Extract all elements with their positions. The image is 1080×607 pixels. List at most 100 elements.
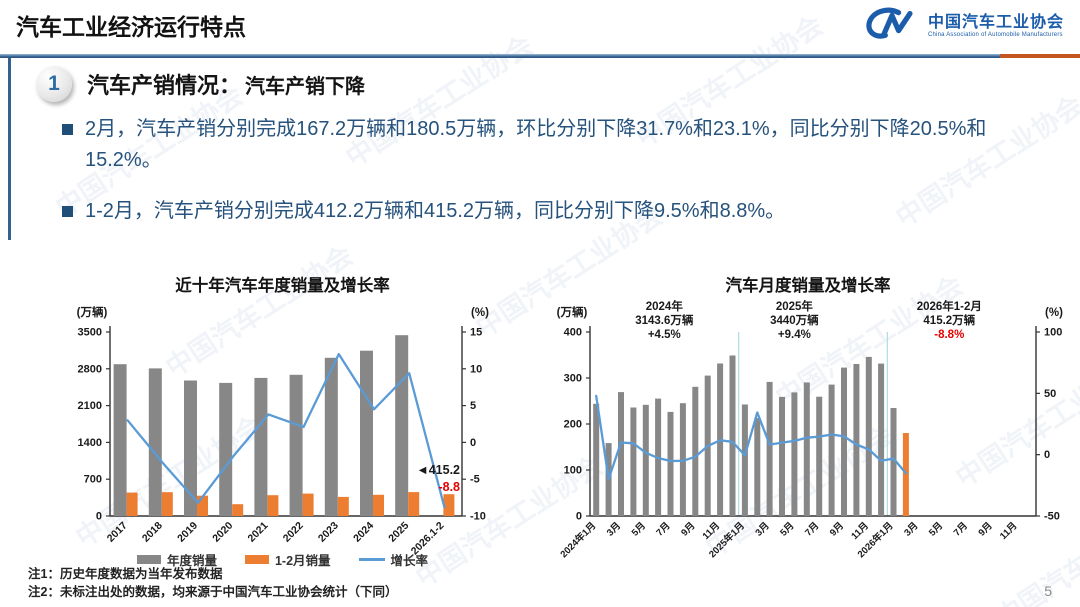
svg-text:100: 100 (1044, 327, 1062, 339)
bullet-item: 2月，汽车产销分别完成167.2万辆和180.5万辆，环比分别下降31.7%和2… (62, 114, 1002, 176)
axes (589, 326, 1037, 517)
svg-text:5月: 5月 (630, 520, 648, 538)
header-divider (0, 54, 1080, 58)
legend-item: 1-2月销量 (244, 550, 331, 569)
logo-text-cn: 中国汽车工业协会 (927, 14, 1064, 32)
svg-text:5月: 5月 (927, 520, 945, 538)
svg-text:11月: 11月 (998, 520, 1020, 542)
legend-swatch-bar (136, 555, 161, 564)
svg-text:2100: 2100 (78, 400, 102, 412)
period-annotation: 2025年 3440万辆+9.4% (770, 299, 819, 341)
bullet-item: 1-2月，汽车产销分别完成412.2万辆和415.2万辆，同比分别下降9.5%和… (62, 196, 1002, 227)
canvas-monthly-svg: 0 100 200 300 400 -50 0 50 100 (万辆) (%) 2024年1月 3月 5月… (557, 299, 1063, 561)
growth-line (595, 394, 908, 481)
bars-年度销量 (113, 335, 409, 516)
monthly-chart-canvas: 0 100 200 300 400 -50 0 50 100 (万辆) (%) 2024年1月 3月 5月… (542, 298, 1074, 566)
legend-label: 增长率 (390, 554, 429, 568)
footnote-1: 注1：历史年度数据为当年发布数据 (28, 566, 223, 581)
svg-text:9月: 9月 (828, 520, 846, 538)
svg-text:200: 200 (564, 419, 582, 431)
svg-text:3月: 3月 (902, 520, 920, 538)
divider-orange-segment (1000, 54, 1080, 58)
svg-text:5月: 5月 (778, 520, 796, 538)
growth-line (126, 352, 446, 509)
svg-text:11月: 11月 (701, 520, 723, 542)
divider-blue-segment (0, 54, 1000, 58)
period-annotation: 2024年 3143.6万辆+4.5% (635, 299, 694, 341)
svg-text:-50: -50 (1044, 511, 1060, 523)
svg-text:100: 100 (564, 465, 582, 477)
svg-text:5: 5 (470, 400, 476, 412)
legend-item: 年度销量 (136, 550, 217, 569)
svg-text:700: 700 (84, 474, 102, 486)
svg-text:9月: 9月 (679, 520, 697, 538)
svg-text:0: 0 (576, 511, 582, 523)
bullet-text: 2月，汽车产销分别完成167.2万辆和180.5万辆，环比分别下降31.7%和2… (85, 118, 987, 171)
svg-text:1400: 1400 (78, 437, 102, 449)
page-number: 5 (1044, 583, 1052, 599)
end-annotation: -8.8 (438, 480, 460, 494)
section-number-badge: 1 (36, 66, 72, 102)
bullet-square-icon (62, 124, 73, 135)
svg-text:10: 10 (470, 363, 482, 375)
y2-axis-ticks: -10 -5 0 5 10 15 (462, 327, 486, 523)
annual-chart: 近十年汽车年度销量及增长率 0 700 1400 2100 2800 3500 -10 -5 0… (30, 272, 535, 569)
y-axis-ticks: 0 700 1400 2100 2800 3500 (78, 327, 110, 523)
svg-text:400: 400 (564, 327, 582, 339)
svg-text:-10: -10 (470, 511, 486, 523)
bullet-list: 2月，汽车产销分别完成167.2万辆和180.5万辆，环比分别下降31.7%和2… (62, 114, 1002, 227)
y2-axis-unit: (%) (1045, 307, 1063, 319)
legend-label: 1-2月销量 (274, 554, 331, 568)
svg-text:2018: 2018 (140, 520, 165, 545)
end-annotation: ◄415.2 (416, 463, 460, 477)
monthly-chart-title: 汽车月度销量及增长率 (725, 277, 891, 295)
svg-text:2019: 2019 (175, 520, 200, 545)
section-header: 1 汽车产销情况： 汽车产销下降 (36, 66, 365, 102)
annual-chart-title: 近十年汽车年度销量及增长率 (175, 277, 390, 295)
svg-text:2024: 2024 (351, 520, 376, 545)
caam-logo-icon (862, 6, 920, 47)
svg-text:3月: 3月 (753, 520, 771, 538)
svg-text:7月: 7月 (654, 520, 672, 538)
legend-item: 增长率 (358, 550, 429, 569)
svg-text:2025: 2025 (386, 520, 411, 545)
svg-text:0: 0 (1044, 449, 1050, 461)
svg-text:7月: 7月 (803, 520, 821, 538)
bullet-text: 1-2月，汽车产销分别完成412.2万辆和415.2万辆，同比分别下降9.5%和… (85, 200, 786, 222)
svg-text:2017: 2017 (105, 520, 130, 545)
svg-text:7月: 7月 (952, 520, 970, 538)
page-title: 汽车工业经济运行特点 (16, 14, 246, 40)
footnotes: 注1：历史年度数据为当年发布数据 注2：未标注出处的数据，均来源于中国汽车工业协… (28, 565, 397, 603)
annual-chart-legend: 年度销量 1-2月销量 增长率 (30, 550, 535, 569)
svg-text:2022: 2022 (281, 520, 306, 545)
svg-text:3月: 3月 (605, 520, 623, 538)
footnote-2: 注2：未标注出处的数据，均来源于中国汽车工业协会统计（下同） (28, 585, 398, 600)
svg-text:50: 50 (1044, 388, 1056, 400)
y2-axis-ticks: -50 0 50 100 (1036, 327, 1062, 523)
svg-text:300: 300 (564, 373, 582, 385)
y-axis-unit: (万辆) (557, 305, 588, 319)
annual-chart-canvas: 0 700 1400 2100 2800 3500 -10 -5 0 5 10 15 (万辆) (%) 20… (30, 298, 535, 566)
svg-text:2021: 2021 (246, 520, 271, 545)
legend-label: 年度销量 (166, 554, 217, 568)
svg-text:3500: 3500 (78, 327, 102, 339)
bullet-square-icon (62, 206, 73, 217)
logo-text-en: China Association of Automobile Manufact… (927, 32, 1063, 38)
legend-swatch-line (358, 558, 385, 561)
svg-text:11月: 11月 (849, 520, 871, 542)
period-annotation: 2026年1-2月 415.2万辆-8.8% (917, 299, 982, 341)
svg-text:2020: 2020 (210, 520, 235, 545)
caam-logo: 中国汽车工业协会 China Association of Automobile… (862, 6, 1064, 47)
section-heading-main: 汽车产销情况： (87, 73, 242, 98)
section-heading-sub: 汽车产销下降 (245, 76, 366, 98)
section-heading: 汽车产销情况： 汽车产销下降 (87, 68, 365, 100)
svg-text:-5: -5 (470, 474, 480, 486)
monthly-chart: 汽车月度销量及增长率 0 100 200 300 400 -50 0 50 100 (万辆) (%)… (542, 272, 1074, 566)
svg-text:2800: 2800 (78, 363, 102, 375)
svg-text:0: 0 (96, 511, 102, 523)
left-accent-line (8, 58, 11, 240)
y-axis-ticks: 0 100 200 300 400 (564, 327, 590, 523)
canvas-annual-svg: 0 700 1400 2100 2800 3500 -10 -5 0 5 10 15 (万辆) (%) 20… (77, 305, 489, 557)
legend-swatch-bar (244, 555, 269, 564)
